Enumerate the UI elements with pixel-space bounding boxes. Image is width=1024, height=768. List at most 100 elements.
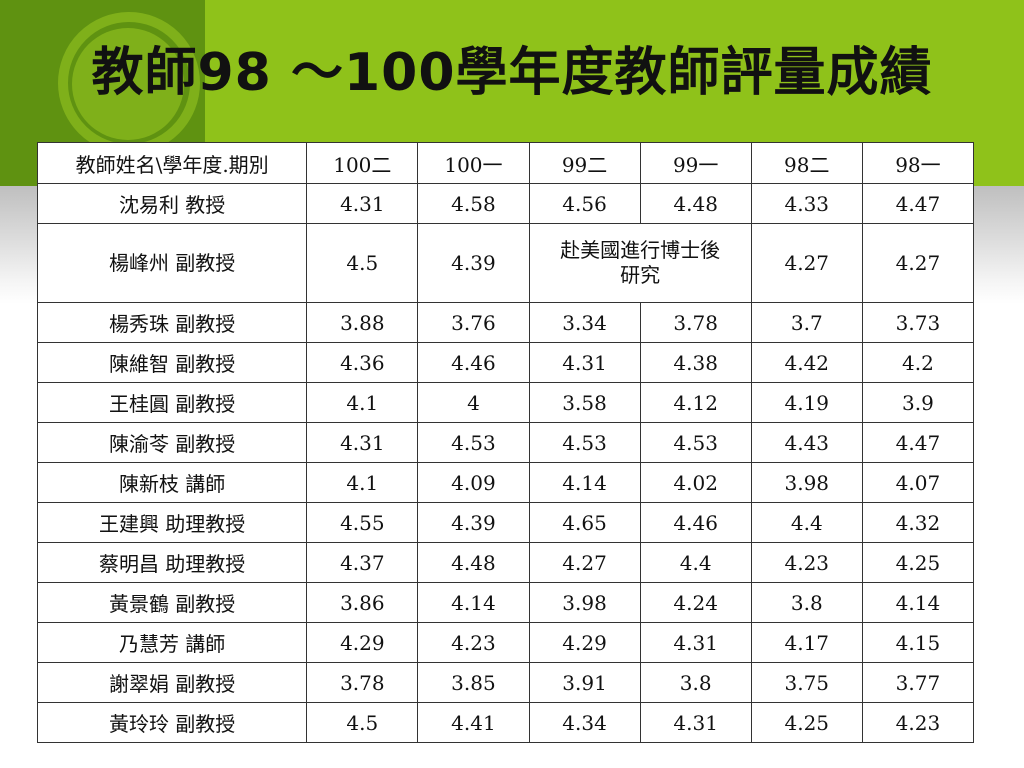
score-cell: 4.31: [528, 342, 641, 383]
score-cell: 3.73: [861, 302, 975, 343]
evaluation-table: 教師姓名\學年度.期別 100二 100一 99二 99一 98二 98一 沈易…: [36, 142, 975, 743]
score-cell: 4.31: [639, 622, 752, 663]
score-cell: 4.27: [861, 223, 975, 303]
score-cell: 4.29: [528, 622, 641, 663]
score-cell: 4.29: [306, 622, 419, 663]
score-cell: 4.1: [306, 462, 419, 503]
score-cell: 4.56: [528, 183, 641, 224]
teacher-name: 陳渝苓 副教授: [36, 422, 308, 463]
score-cell: 4.39: [417, 502, 530, 543]
table-row: 蔡明昌 助理教授 4.37 4.48 4.27 4.4 4.23 4.25: [36, 542, 975, 583]
teacher-name: 黃景鶴 副教授: [36, 582, 308, 623]
score-cell: 4.5: [306, 223, 419, 303]
column-header-100-2: 100二: [306, 142, 419, 184]
column-header-name: 教師姓名\學年度.期別: [36, 142, 308, 184]
score-cell: 4.23: [861, 702, 975, 743]
score-cell: 4.15: [861, 622, 975, 663]
score-cell: 4.4: [639, 542, 752, 583]
score-cell: 4.36: [306, 342, 419, 383]
score-cell: 4.37: [306, 542, 419, 583]
score-cell: 4.02: [639, 462, 752, 503]
score-cell: 4.48: [639, 183, 752, 224]
score-cell: 4.31: [639, 702, 752, 743]
score-cell: 4.14: [528, 462, 641, 503]
note-cell: 赴美國進行博士後研究: [528, 223, 752, 303]
score-cell: 4.24: [639, 582, 752, 623]
score-cell: 4.23: [750, 542, 863, 583]
table-header-row: 教師姓名\學年度.期別 100二 100一 99二 99一 98二 98一: [36, 142, 975, 184]
score-cell: 4.38: [639, 342, 752, 383]
score-cell: 4.41: [417, 702, 530, 743]
teacher-name: 陳新枝 講師: [36, 462, 308, 503]
score-cell: 4.27: [750, 223, 863, 303]
teacher-name: 楊秀珠 副教授: [36, 302, 308, 343]
score-cell: 3.34: [528, 302, 641, 343]
score-cell: 4.2: [861, 342, 975, 383]
decorative-circle: [72, 28, 184, 140]
score-cell: 4: [417, 382, 530, 423]
teacher-name: 楊峰州 副教授: [36, 223, 308, 303]
score-cell: 4.53: [417, 422, 530, 463]
score-cell: 4.27: [528, 542, 641, 583]
note-text: 赴美國進行博士後研究: [560, 238, 721, 287]
score-cell: 4.12: [639, 382, 752, 423]
score-cell: 4.25: [750, 702, 863, 743]
score-cell: 4.31: [306, 183, 419, 224]
score-cell: 3.91: [528, 662, 641, 703]
score-cell: 3.8: [639, 662, 752, 703]
score-cell: 3.85: [417, 662, 530, 703]
score-cell: 4.23: [417, 622, 530, 663]
score-cell: 4.65: [528, 502, 641, 543]
score-cell: 4.47: [861, 183, 975, 224]
score-cell: 4.5: [306, 702, 419, 743]
column-header-100-1: 100一: [417, 142, 530, 184]
column-header-99-2: 99二: [528, 142, 641, 184]
score-cell: 3.75: [750, 662, 863, 703]
table-row: 楊秀珠 副教授 3.88 3.76 3.34 3.78 3.7 3.73: [36, 302, 975, 343]
column-header-98-2: 98二: [750, 142, 863, 184]
teacher-name: 沈易利 教授: [36, 183, 308, 224]
score-cell: 3.7: [750, 302, 863, 343]
score-cell: 4.53: [528, 422, 641, 463]
table-row: 王桂圓 副教授 4.1 4 3.58 4.12 4.19 3.9: [36, 382, 975, 423]
teacher-name: 陳維智 副教授: [36, 342, 308, 383]
score-cell: 4.14: [861, 582, 975, 623]
score-cell: 3.78: [639, 302, 752, 343]
score-cell: 4.46: [417, 342, 530, 383]
teacher-name: 王建興 助理教授: [36, 502, 308, 543]
score-cell: 3.86: [306, 582, 419, 623]
teacher-name: 黃玲玲 副教授: [36, 702, 308, 743]
score-cell: 4.14: [417, 582, 530, 623]
table-row: 謝翠娟 副教授 3.78 3.85 3.91 3.8 3.75 3.77: [36, 662, 975, 703]
score-cell: 4.39: [417, 223, 530, 303]
score-cell: 4.53: [639, 422, 752, 463]
teacher-name: 乃慧芳 講師: [36, 622, 308, 663]
score-cell: 3.78: [306, 662, 419, 703]
teacher-name: 謝翠娟 副教授: [36, 662, 308, 703]
score-cell: 4.46: [639, 502, 752, 543]
score-cell: 3.76: [417, 302, 530, 343]
column-header-99-1: 99一: [639, 142, 752, 184]
table-row: 陳新枝 講師 4.1 4.09 4.14 4.02 3.98 4.07: [36, 462, 975, 503]
teacher-name: 王桂圓 副教授: [36, 382, 308, 423]
score-cell: 4.25: [861, 542, 975, 583]
score-cell: 4.07: [861, 462, 975, 503]
score-cell: 3.98: [750, 462, 863, 503]
score-cell: 4.32: [861, 502, 975, 543]
score-cell: 4.43: [750, 422, 863, 463]
score-cell: 4.31: [306, 422, 419, 463]
table-row: 王建興 助理教授 4.55 4.39 4.65 4.46 4.4 4.32: [36, 502, 975, 543]
table-row: 黃玲玲 副教授 4.5 4.41 4.34 4.31 4.25 4.23: [36, 702, 975, 743]
score-cell: 4.19: [750, 382, 863, 423]
score-cell: 3.77: [861, 662, 975, 703]
score-cell: 3.88: [306, 302, 419, 343]
score-cell: 3.8: [750, 582, 863, 623]
teacher-name: 蔡明昌 助理教授: [36, 542, 308, 583]
score-cell: 4.48: [417, 542, 530, 583]
score-cell: 4.47: [861, 422, 975, 463]
score-cell: 3.58: [528, 382, 641, 423]
score-cell: 4.58: [417, 183, 530, 224]
score-cell: 4.55: [306, 502, 419, 543]
score-cell: 3.98: [528, 582, 641, 623]
score-cell: 4.42: [750, 342, 863, 383]
